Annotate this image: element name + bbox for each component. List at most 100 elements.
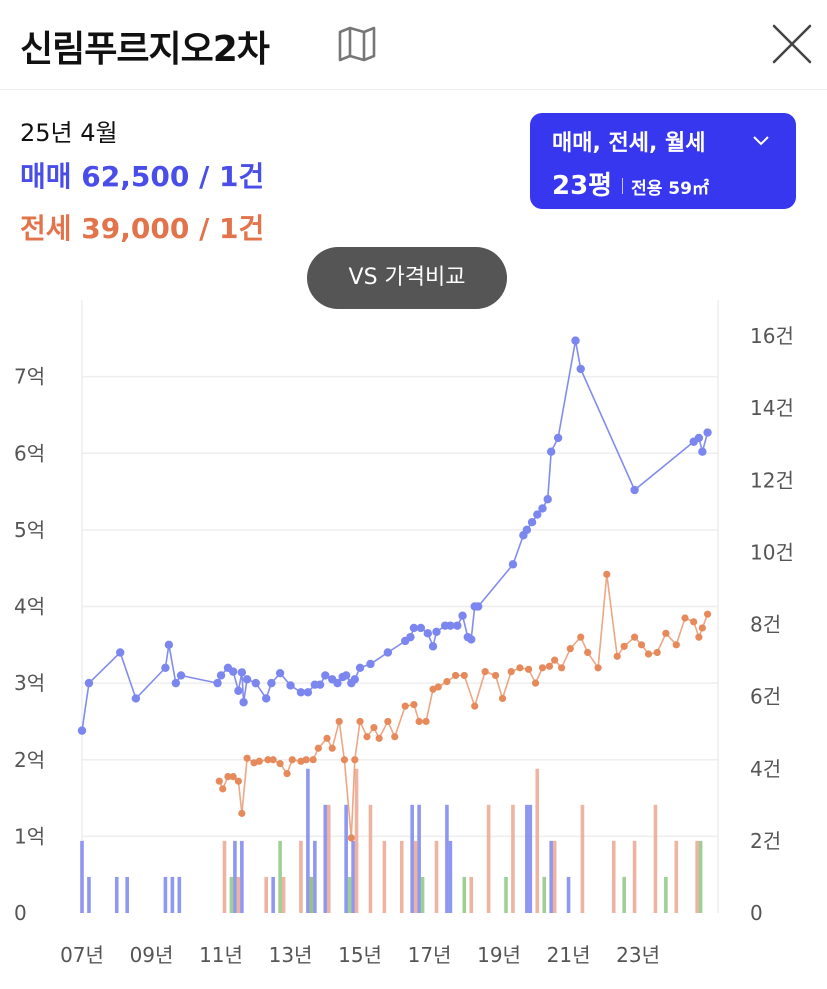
volume-bar [399,840,404,913]
price-point [533,510,542,519]
left-axis-tick-label: 4억 [14,595,45,619]
volume-bar [326,804,331,913]
price-point [653,648,661,657]
volume-bar [486,804,491,913]
volume-bar [528,804,533,913]
volume-bar [434,840,439,913]
price-point [335,717,343,726]
volume-bar [462,876,467,913]
x-axis-tick-label: 07년 [60,943,104,967]
volume-bar [566,876,571,913]
price-point [314,744,322,752]
price-point [350,675,360,684]
trade-filter-button[interactable]: 매매, 전세, 월세 23평 전용 59㎡ [530,113,796,209]
price-point [538,504,547,513]
price-point [672,641,680,649]
volume-bar [125,876,129,913]
price-point [116,648,125,657]
volume-bar [177,876,182,913]
volume-bar [309,876,314,913]
price-point [422,717,430,726]
price-point [366,659,375,669]
price-point [242,675,252,684]
price-point [703,428,712,437]
price-point [384,717,392,726]
right-axis-tick-label: 2건 [750,829,781,853]
volume-bar [698,840,703,913]
price-point [698,624,706,632]
summary-jeonse-price: 전세 39,000 / 1건 [20,212,265,245]
price-point [452,671,460,680]
volume-bar [417,804,421,913]
price-point [410,700,418,709]
right-axis-tick-label: 0 [750,901,763,925]
volume-bar [80,840,84,913]
price-line [81,340,709,731]
volume-bar [240,840,244,913]
price-point [637,641,646,649]
area-selector: 23평 전용 59㎡ [552,165,709,202]
map-icon[interactable] [337,26,377,62]
volume-bar [323,804,328,913]
price-point [264,756,272,764]
volume-bar [552,840,557,913]
price-point [471,702,479,710]
left-axis-tick-label: 5억 [14,518,45,542]
price-point [491,671,500,680]
price-point [401,702,409,710]
volume-bar [653,804,658,913]
volume-bar [236,876,241,913]
volume-bar [271,876,275,913]
x-axis-tick-label: 13년 [269,943,313,967]
price-point [576,364,585,374]
price-point [363,733,371,741]
price-point [276,759,284,768]
price-point [695,633,703,641]
price-point [423,629,433,638]
price-point [77,726,87,735]
left-axis-tick-label: 0 [14,901,27,925]
price-point [296,688,306,697]
volume-bar [233,840,237,913]
trade-type-label: 매매, 전세, 월세 [552,131,706,156]
price-point [224,773,232,781]
price-point [239,698,248,707]
price-point [524,665,533,673]
price-point [288,756,296,764]
price-point [538,664,547,672]
price-point [546,447,556,456]
price-point [644,650,653,658]
price-point [351,756,359,764]
volume-bar [368,804,373,913]
price-point [267,678,276,688]
volume-bar [445,804,449,913]
x-axis-tick-label: 11년 [199,943,243,967]
volume-bar [413,840,418,913]
price-point [571,336,580,345]
volume-bar [347,876,352,913]
close-icon[interactable] [770,22,814,66]
price-point [577,633,585,641]
price-point [467,635,476,644]
divider [622,178,624,194]
price-point [333,678,342,688]
volume-bar [511,804,515,913]
price-point [594,664,602,672]
price-point [584,648,592,657]
volume-bar [664,876,668,913]
price-point [446,621,455,630]
volume-bar [281,876,286,913]
price-point [383,648,393,657]
volume-bar [313,840,317,913]
price-point [527,518,537,527]
price-point [219,785,227,793]
price-point [215,777,223,785]
x-axis-tick-label: 23년 [616,943,660,967]
price-point [216,671,226,680]
volume-bar [278,840,282,913]
price-point [234,686,243,695]
price-point [213,678,222,688]
price-compare-button[interactable]: VS 가격비교 [307,247,507,309]
x-axis-tick-label: 17년 [408,943,452,967]
price-chart: 0 1억 2억 3억 4억 5억 6억 7억 0 2건 4건 6건 8건 10건 12건 14건 16건 07년 0… [14,300,794,967]
